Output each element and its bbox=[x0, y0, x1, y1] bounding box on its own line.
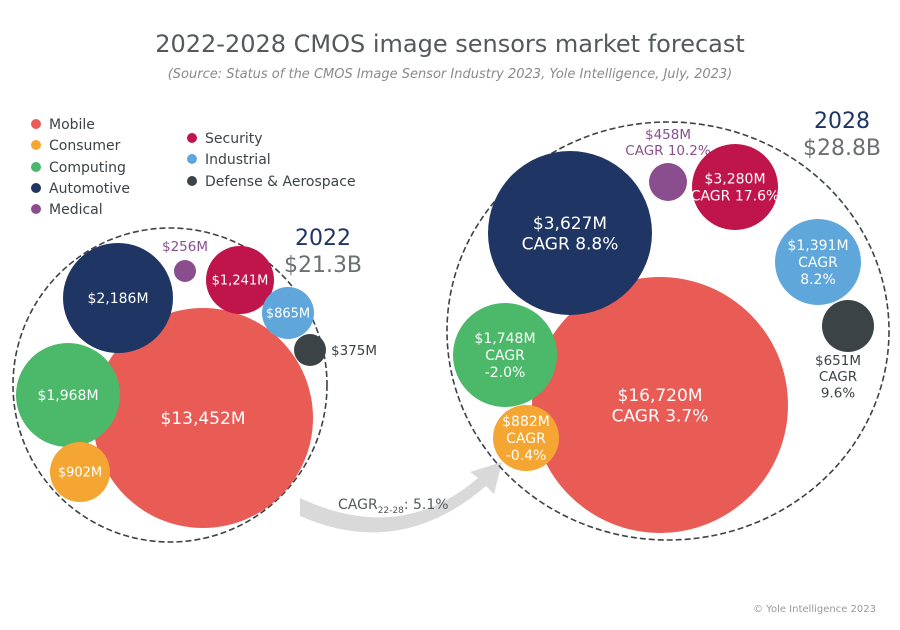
bubble-label-medical-2028: CAGR 10.2% bbox=[625, 143, 711, 159]
bubble-medical-2028 bbox=[649, 163, 687, 201]
legend-marker-computing bbox=[31, 162, 41, 172]
bubble-label-computing-2028: -2.0% bbox=[485, 365, 526, 381]
bubble-label-computing-2022: $1,968M bbox=[37, 388, 98, 404]
total-label-2022: $21.3B bbox=[284, 253, 362, 278]
legend: Mobile Consumer Computing Automotive Medical… bbox=[31, 117, 356, 218]
copyright: © Yole Intelligence 2023 bbox=[753, 604, 876, 615]
bubble-label-industrial-2022: $865M bbox=[266, 307, 310, 322]
legend-marker-consumer bbox=[31, 140, 41, 150]
bubble-label-automotive-2022: $2,186M bbox=[87, 291, 148, 307]
bubble-label-medical-2022: $256M bbox=[162, 239, 208, 255]
legend-label-mobile: Mobile bbox=[49, 117, 95, 133]
bubble-computing-2028 bbox=[453, 303, 557, 407]
bubble-label-medical-2028: $458M bbox=[645, 127, 691, 143]
bubble-consumer-2022 bbox=[50, 442, 110, 502]
legend-marker-mobile bbox=[31, 119, 41, 129]
total-label-2028: $28.8B bbox=[803, 136, 881, 161]
bubble-mobile-2022 bbox=[93, 308, 313, 528]
legend-label-medical: Medical bbox=[49, 202, 103, 218]
legend-label-security: Security bbox=[205, 131, 263, 147]
total-outline-2022 bbox=[12, 227, 328, 543]
legend-marker-medical bbox=[31, 204, 41, 214]
legend-label-defense-aerospace: Defense & Aerospace bbox=[205, 174, 356, 190]
bubble-defense-aerospace-2022 bbox=[294, 334, 326, 366]
year-label-2022: 2022 bbox=[295, 226, 351, 251]
bubble-industrial-2028 bbox=[775, 219, 861, 305]
bubble-label-industrial-2028: 8.2% bbox=[800, 272, 836, 288]
legend-marker-security bbox=[187, 133, 197, 143]
overall-cagr-label: CAGR22-28: 5.1% bbox=[338, 497, 449, 516]
year-label-2028: 2028 bbox=[814, 109, 870, 134]
bubble-label-consumer-2028: -0.4% bbox=[506, 448, 547, 464]
bubble-automotive-2022 bbox=[63, 243, 173, 353]
bubble-label-defense-aerospace-2028: CAGR bbox=[819, 369, 857, 385]
bubble-computing-2022 bbox=[16, 343, 120, 447]
bubble-label-computing-2028: $1,748M bbox=[474, 331, 535, 347]
chart-subtitle: (Source: Status of the CMOS Image Sensor… bbox=[168, 67, 733, 82]
bubble-automotive-2028 bbox=[488, 151, 652, 315]
bubble-label-defense-aerospace-2028: $651M bbox=[815, 353, 861, 369]
chart-title: 2022-2028 CMOS image sensors market fore… bbox=[155, 30, 745, 58]
legend-marker-defense-aerospace bbox=[187, 176, 197, 186]
bubble-label-security-2028: CAGR 17.6% bbox=[691, 188, 780, 204]
legend-marker-industrial bbox=[187, 154, 197, 164]
bubble-label-mobile-2028: CAGR 3.7% bbox=[612, 406, 709, 426]
bubble-label-defense-aerospace-2022: $375M bbox=[331, 343, 377, 359]
bubble-label-consumer-2028: CAGR bbox=[506, 431, 546, 447]
bubble-security-2022 bbox=[206, 246, 274, 314]
legend-label-consumer: Consumer bbox=[49, 138, 121, 154]
bubble-group-2022: 2022$21.3B $13,452M $2,186M $1,968M $902M $25… bbox=[12, 226, 377, 543]
bubble-medical-2022 bbox=[174, 260, 196, 282]
bubble-security-2028 bbox=[692, 144, 778, 230]
bubble-label-computing-2028: CAGR bbox=[485, 348, 525, 364]
bubble-consumer-2028 bbox=[493, 405, 559, 471]
bubble-label-consumer-2028: $882M bbox=[502, 414, 550, 430]
bubble-industrial-2022 bbox=[262, 287, 314, 339]
bubble-label-automotive-2028: CAGR 8.8% bbox=[522, 234, 619, 254]
bubble-label-industrial-2028: $1,391M bbox=[787, 238, 848, 254]
bubble-label-automotive-2028: $3,627M bbox=[533, 214, 607, 234]
total-outline-2028 bbox=[446, 121, 890, 541]
bubble-label-mobile-2022: $13,452M bbox=[161, 409, 246, 429]
legend-label-computing: Computing bbox=[49, 160, 126, 176]
bubble-label-security-2022: $1,241M bbox=[212, 274, 269, 289]
bubble-label-industrial-2028: CAGR bbox=[798, 255, 838, 271]
legend-label-automotive: Automotive bbox=[49, 181, 130, 197]
bubble-label-defense-aerospace-2028: 9.6% bbox=[821, 385, 855, 401]
legend-label-industrial: Industrial bbox=[205, 152, 271, 168]
bubble-mobile-2028 bbox=[532, 277, 788, 533]
bubble-label-security-2028: $3,280M bbox=[704, 172, 765, 188]
legend-marker-automotive bbox=[31, 183, 41, 193]
bubble-label-mobile-2028: $16,720M bbox=[618, 386, 703, 406]
bubble-defense-aerospace-2028 bbox=[822, 300, 874, 352]
growth-arrow bbox=[300, 462, 502, 533]
bubble-label-consumer-2022: $902M bbox=[58, 466, 102, 481]
